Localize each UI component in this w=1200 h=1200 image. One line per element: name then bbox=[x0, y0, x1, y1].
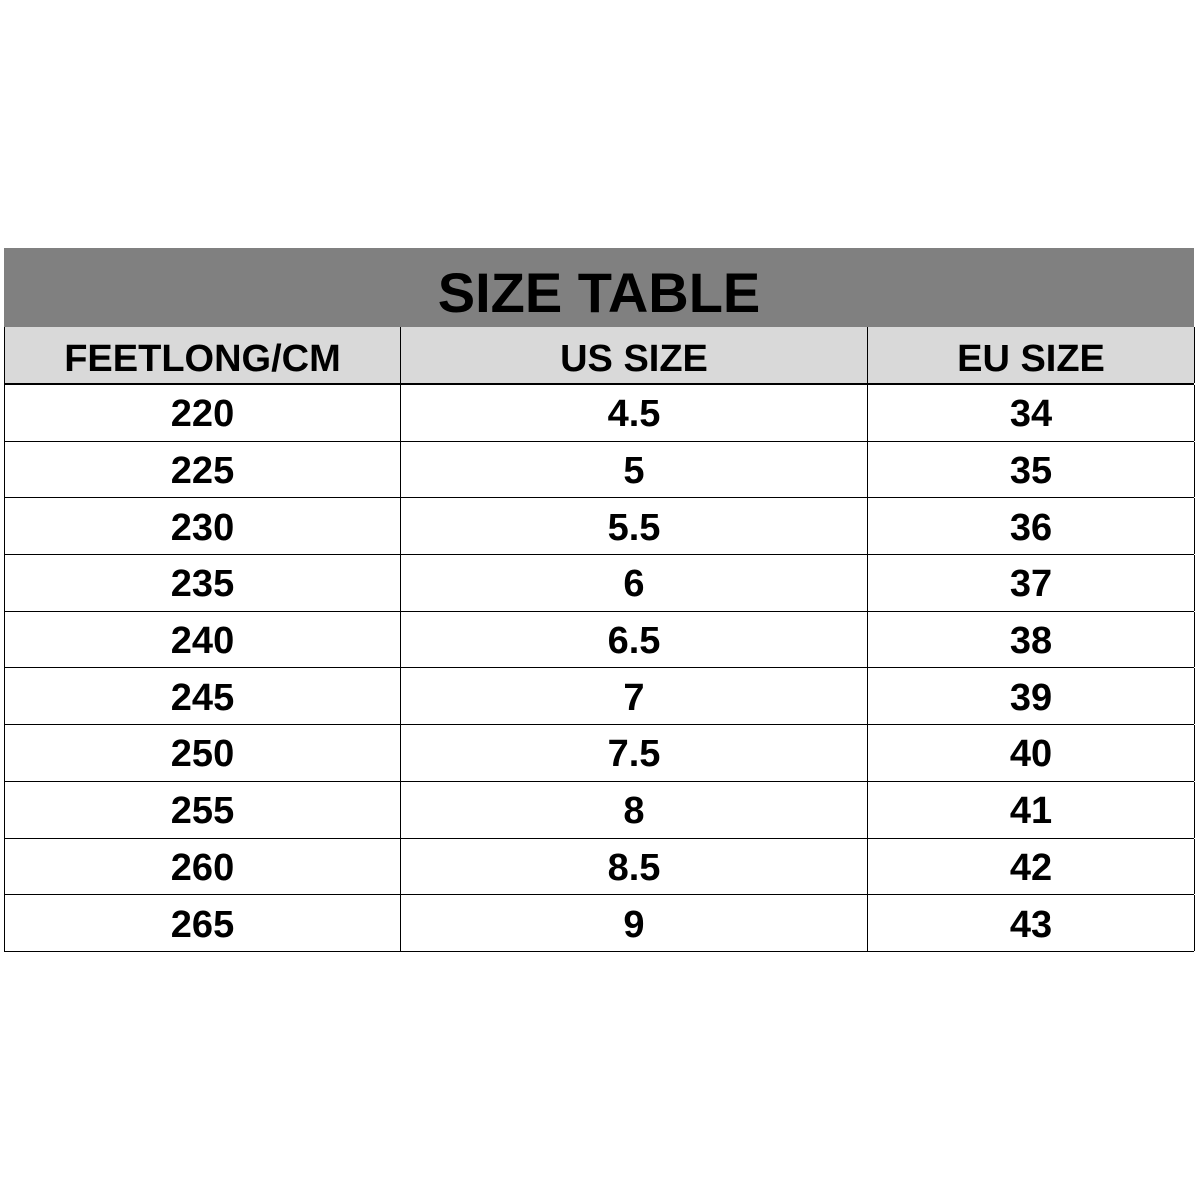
cell-us-size: 6 bbox=[401, 555, 868, 611]
cell-eu-size: 38 bbox=[868, 611, 1195, 668]
header-us-size: US SIZE bbox=[401, 327, 868, 383]
cell-eu-size: 34 bbox=[868, 385, 1195, 441]
cell-feetlong: 260 bbox=[5, 838, 401, 895]
header-row: FEETLONG/CM US SIZE EU SIZE bbox=[4, 327, 1195, 385]
cell-us-size: 9 bbox=[401, 895, 868, 951]
cell-us-size: 5 bbox=[401, 441, 868, 498]
cell-eu-size: 42 bbox=[868, 838, 1195, 895]
cell-feetlong: 220 bbox=[5, 385, 401, 441]
cell-eu-size: 41 bbox=[868, 781, 1195, 838]
cell-us-size: 7.5 bbox=[401, 725, 868, 781]
cell-us-size: 6.5 bbox=[401, 611, 868, 668]
table-row: 240 6.5 38 bbox=[4, 611, 1195, 669]
size-table: SIZE TABLE FEETLONG/CM US SIZE EU SIZE 2… bbox=[4, 248, 1195, 952]
cell-eu-size: 37 bbox=[868, 555, 1195, 611]
cell-eu-size: 39 bbox=[868, 668, 1195, 725]
header-eu-size: EU SIZE bbox=[868, 327, 1195, 383]
cell-eu-size: 35 bbox=[868, 441, 1195, 498]
table-row: 255 8 41 bbox=[4, 781, 1195, 839]
cell-us-size: 7 bbox=[401, 668, 868, 725]
table-row: 220 4.5 34 bbox=[4, 385, 1195, 442]
cell-us-size: 8.5 bbox=[401, 838, 868, 895]
table-row: 250 7.5 40 bbox=[4, 725, 1195, 782]
cell-feetlong: 225 bbox=[5, 441, 401, 498]
table-row: 260 8.5 42 bbox=[4, 838, 1195, 896]
cell-feetlong: 245 bbox=[5, 668, 401, 725]
header-feetlong: FEETLONG/CM bbox=[5, 327, 401, 383]
table-row: 225 5 35 bbox=[4, 441, 1195, 499]
table-row: 235 6 37 bbox=[4, 555, 1195, 612]
cell-us-size: 4.5 bbox=[401, 385, 868, 441]
cell-feetlong: 265 bbox=[5, 895, 401, 951]
cell-feetlong: 255 bbox=[5, 781, 401, 838]
cell-feetlong: 235 bbox=[5, 555, 401, 611]
table-row: 245 7 39 bbox=[4, 668, 1195, 726]
cell-feetlong: 230 bbox=[5, 498, 401, 555]
cell-eu-size: 43 bbox=[868, 895, 1195, 951]
cell-eu-size: 40 bbox=[868, 725, 1195, 781]
table-row: 230 5.5 36 bbox=[4, 498, 1195, 556]
cell-us-size: 5.5 bbox=[401, 498, 868, 555]
cell-feetlong: 250 bbox=[5, 725, 401, 781]
table-row: 265 9 43 bbox=[4, 895, 1195, 952]
cell-feetlong: 240 bbox=[5, 611, 401, 668]
cell-eu-size: 36 bbox=[868, 498, 1195, 555]
cell-us-size: 8 bbox=[401, 781, 868, 838]
table-title: SIZE TABLE bbox=[4, 248, 1194, 327]
